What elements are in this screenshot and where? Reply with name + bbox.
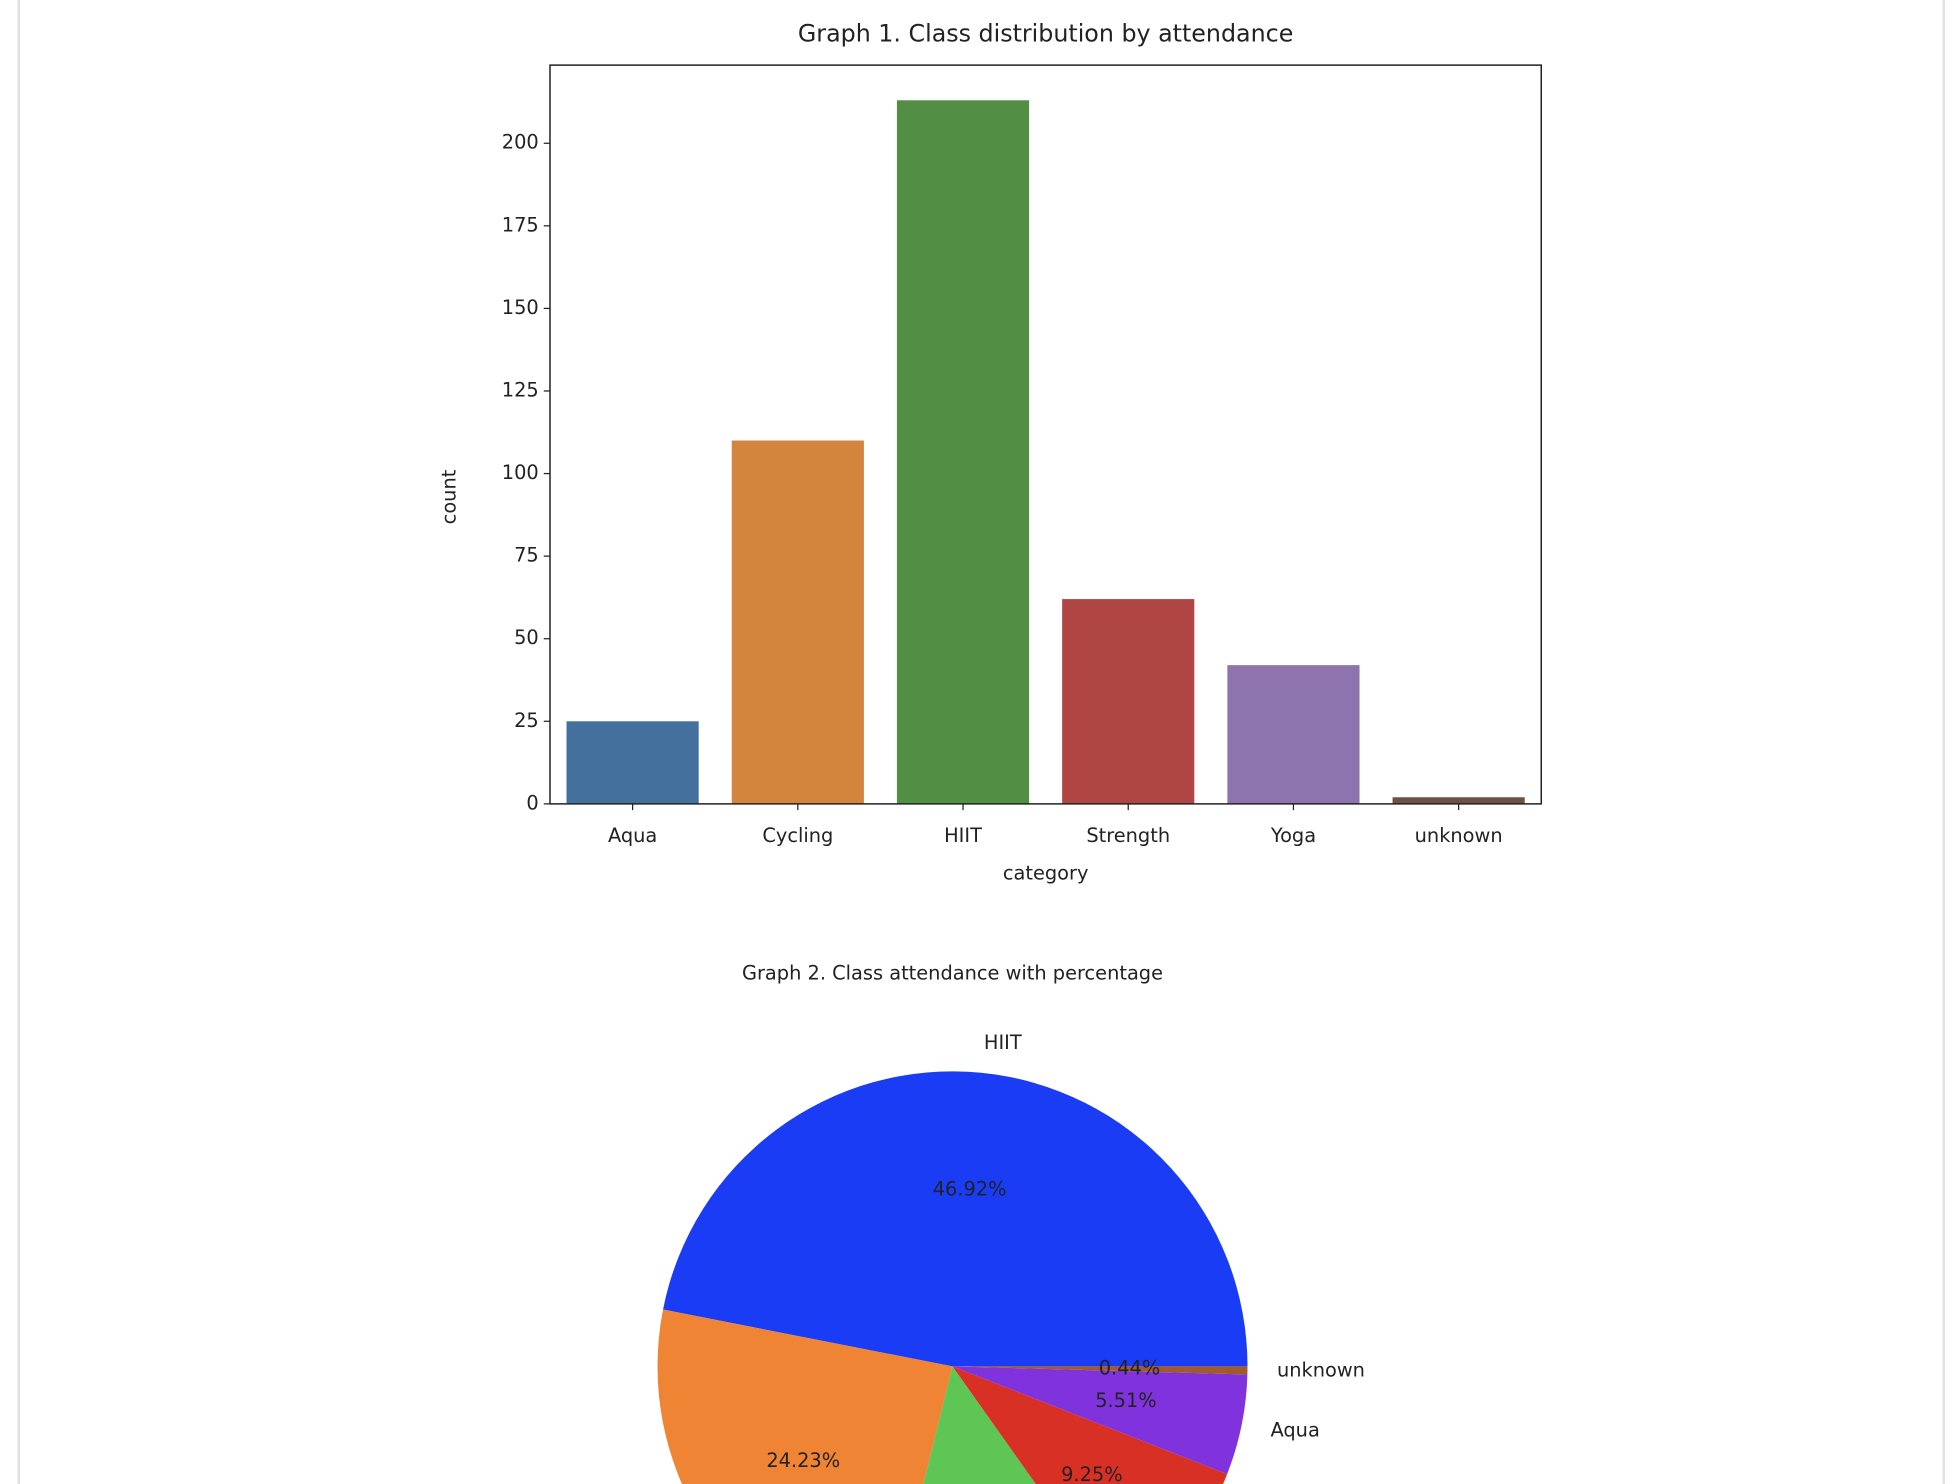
y-tick-label: 50 (514, 626, 539, 649)
y-tick-label: 200 (502, 131, 539, 154)
x-tick-label: HIIT (944, 824, 982, 847)
percent-label: 46.92% (933, 1178, 1007, 1201)
bar (1227, 665, 1360, 804)
chart-title: Graph 2. Class attendance with percentag… (742, 961, 1163, 984)
slice-label: HIIT (984, 1031, 1022, 1054)
bar (1062, 599, 1195, 804)
pie-slice (923, 1366, 1036, 1484)
x-tick-label: Cycling (762, 824, 833, 847)
x-tick-label: Aqua (608, 824, 657, 847)
x-tick-label: unknown (1415, 824, 1503, 847)
percent-label: 9.25% (1061, 1463, 1123, 1484)
x-axis-label: category (1003, 861, 1089, 884)
pie-slice (952, 1366, 1248, 1375)
pie-slice (952, 1366, 1248, 1475)
plot-frame (549, 64, 1542, 805)
y-tick-label: 125 (502, 378, 539, 401)
slice-label: Aqua (1270, 1419, 1319, 1442)
slice-label: unknown (1277, 1358, 1365, 1381)
bar (1392, 797, 1525, 804)
bar (896, 100, 1030, 804)
bar (731, 440, 864, 804)
y-tick-label: 150 (502, 296, 539, 319)
bar (566, 721, 699, 804)
pie-slice (952, 1366, 1228, 1484)
x-tick-label: Strength (1086, 824, 1170, 847)
y-tick-label: 75 (514, 544, 539, 567)
y-axis-label: count (438, 469, 461, 524)
percent-label: 0.44% (1099, 1356, 1161, 1379)
y-tick-label: 0 (526, 791, 538, 814)
pie-slice (663, 1071, 1248, 1367)
chart-title: Graph 1. Class distribution by attendanc… (798, 20, 1293, 48)
y-tick-label: 175 (502, 213, 539, 236)
percent-label: 24.23% (766, 1449, 840, 1472)
percent-label: 5.51% (1095, 1389, 1157, 1412)
y-tick-label: 25 (514, 709, 539, 732)
y-tick-label: 100 (502, 461, 539, 484)
pie-slice (657, 1309, 953, 1484)
x-tick-label: Yoga (1270, 824, 1316, 847)
